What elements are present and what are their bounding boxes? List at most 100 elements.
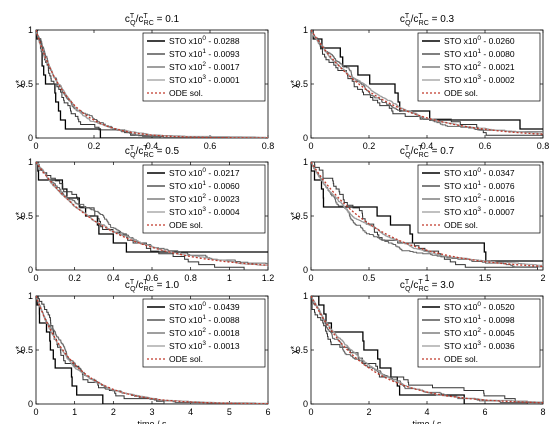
legend-name: STO x10 — [444, 168, 478, 178]
x-tick-label: 2 — [111, 407, 116, 417]
y-tick-label: 1 — [303, 291, 308, 301]
title-text: /c — [136, 14, 144, 25]
y-tick-label: 0 — [303, 265, 308, 275]
title-sub: Q — [405, 20, 411, 27]
title-text: c — [400, 280, 405, 291]
legend-exp: 2 — [477, 61, 481, 68]
series-line-sto-0 — [36, 296, 268, 404]
y-tick-label: 1 — [303, 25, 308, 35]
title-text: /c — [136, 280, 144, 291]
legend-exp: 3 — [202, 340, 206, 347]
title-text: c — [125, 14, 130, 25]
curves — [311, 30, 543, 138]
legend-entry: STO x102 - 0.0017 — [169, 61, 240, 72]
series-line-ode — [311, 162, 543, 268]
x-tick-label: 0.2 — [363, 141, 376, 151]
title-sub: Q — [405, 286, 411, 293]
y-tick-label: 0 — [28, 133, 33, 143]
title-sub: Q — [130, 152, 136, 159]
x-tick-label: 0.8 — [262, 141, 275, 151]
series-line-sto-0 — [36, 162, 268, 262]
x-tick-label: 1 — [72, 407, 77, 417]
legend-exp: 3 — [477, 340, 481, 347]
y-axis-label: χ* — [289, 211, 299, 220]
legend-name: STO x10 — [444, 62, 478, 72]
legend-entry: STO x100 - 0.0288 — [169, 35, 240, 46]
legend-value: - 0.0076 — [481, 181, 515, 191]
legend-value: - 0.0018 — [206, 328, 240, 338]
x-tick-label: 0.5 — [363, 273, 376, 283]
y-tick-label: 1 — [28, 291, 33, 301]
legend-name: ODE sol. — [169, 88, 203, 98]
legend-entry: STO x100 - 0.0217 — [169, 167, 240, 178]
legend-entry: STO x103 - 0.0013 — [169, 340, 240, 351]
legend-exp: 0 — [477, 35, 481, 42]
legend-value: - 0.0013 — [206, 341, 240, 351]
legend-name: STO x10 — [444, 302, 478, 312]
legend-exp: 2 — [477, 327, 481, 334]
legend-entry: STO x100 - 0.0520 — [444, 301, 515, 312]
legend-name: ODE sol. — [444, 88, 478, 98]
series-line-sto-0 — [311, 30, 543, 138]
title-sup: T — [130, 279, 135, 286]
y-tick-label: 0.5 — [295, 345, 308, 355]
x-tick-label: 4 — [424, 407, 429, 417]
legend-exp: 1 — [202, 48, 206, 55]
title-text: /c — [136, 146, 144, 157]
x-tick-label: 0.6 — [479, 141, 492, 151]
title-text: c — [125, 146, 130, 157]
legend-value: - 0.0093 — [206, 49, 240, 59]
title-sup: T — [418, 13, 423, 20]
title-sup: T — [405, 145, 410, 152]
x-tick-label: 0 — [33, 141, 38, 151]
title-sub: Q — [130, 20, 136, 27]
series-line-sto-3 — [36, 30, 268, 138]
title-text: = 0.7 — [429, 146, 455, 157]
legend-entry: STO x101 - 0.0088 — [169, 314, 240, 325]
legend-value: - 0.0007 — [481, 207, 515, 217]
chart-title: cT Q/cT RC = 0.7 — [400, 145, 455, 159]
legend-entry: STO x102 - 0.0023 — [169, 193, 240, 204]
x-tick-label: 0.8 — [184, 273, 197, 283]
legend-value: - 0.0080 — [481, 49, 515, 59]
y-axis-label: χ* — [14, 211, 24, 220]
y-axis-label: χ* — [289, 345, 299, 354]
curves — [36, 162, 268, 270]
legend-name: STO x10 — [444, 36, 478, 46]
title-sub: RC — [419, 20, 429, 27]
title-text: = 0.1 — [154, 14, 180, 25]
x-tick-label: 1 — [227, 273, 232, 283]
x-tick-label: 1.2 — [262, 273, 275, 283]
legend-name: ODE sol. — [444, 354, 478, 364]
legend-value: - 0.0217 — [206, 168, 240, 178]
title-text: /c — [411, 146, 419, 157]
title-sup: T — [418, 279, 423, 286]
title-text: /c — [411, 14, 419, 25]
x-tick-label: 0.2 — [88, 141, 101, 151]
series-line-ode — [311, 296, 543, 404]
legend-entry: STO x103 - 0.0002 — [444, 74, 515, 85]
chart-title: cT Q/cT RC = 0.1 — [125, 13, 180, 27]
x-tick-label: 5 — [227, 407, 232, 417]
legend-entry: STO x101 - 0.0093 — [169, 48, 240, 59]
x-tick-label: 0 — [308, 273, 313, 283]
title-sub: RC — [144, 20, 154, 27]
x-axis-label: time / s — [137, 419, 167, 424]
title-sup: T — [418, 145, 423, 152]
title-text: = 3.0 — [429, 280, 455, 291]
x-tick-label: 4 — [188, 407, 193, 417]
y-tick-label: 0 — [28, 265, 33, 275]
chart-title: cT Q/cT RC = 1.0 — [125, 279, 180, 293]
legend-value: - 0.0439 — [206, 302, 240, 312]
x-tick-label: 0 — [33, 407, 38, 417]
x-axis-label: time / s — [412, 419, 442, 424]
legend-value: - 0.0017 — [206, 62, 240, 72]
x-tick-label: 0.4 — [107, 273, 120, 283]
title-sup: T — [130, 13, 135, 20]
legend-exp: 3 — [202, 74, 206, 81]
title-sup: T — [143, 145, 148, 152]
title-text: /c — [411, 280, 419, 291]
